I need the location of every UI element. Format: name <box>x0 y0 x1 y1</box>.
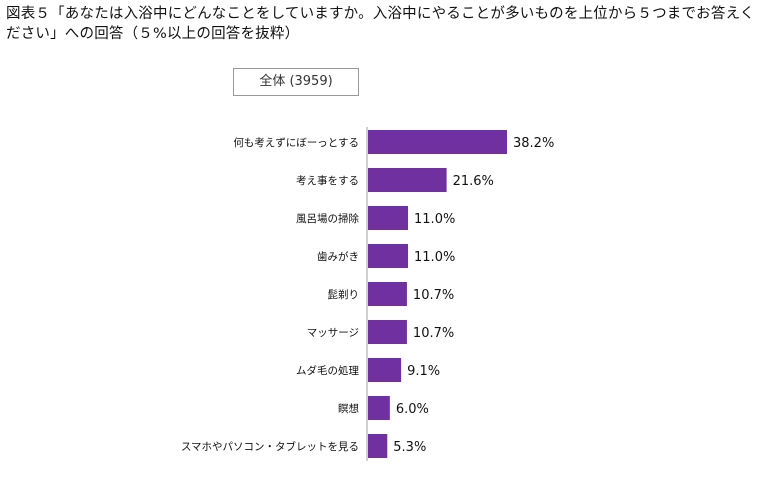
value-label-7: 9.1% <box>407 364 440 379</box>
value-label-1: 38.2% <box>513 136 554 151</box>
category-label-3: 風呂場の掃除 <box>296 212 359 225</box>
bar-group: 何も考えずにぼーっとする 38.2% 考え事をする 21.6% 風呂場の掃除 11.0% 歯… <box>181 130 554 458</box>
bar-8 <box>368 396 390 420</box>
bar-9 <box>368 434 388 458</box>
value-label-8: 6.0% <box>396 402 429 417</box>
value-label-9: 5.3% <box>393 440 426 455</box>
bar-3 <box>368 206 409 230</box>
category-label-2: 考え事をする <box>296 174 359 187</box>
value-label-4: 11.0% <box>414 250 455 265</box>
value-label-2: 21.6% <box>453 174 494 189</box>
category-label-7: ムダ毛の処理 <box>296 364 359 377</box>
category-label-8: 瞑想 <box>338 402 359 415</box>
bar-2 <box>368 168 447 192</box>
bar-4 <box>368 244 409 268</box>
bar-7 <box>368 358 402 382</box>
category-label-5: 髭剃り <box>328 288 360 301</box>
value-label-6: 10.7% <box>413 326 454 341</box>
value-label-3: 11.0% <box>414 212 455 227</box>
bar-5 <box>368 282 407 306</box>
chart-title: 図表５「あなたは入浴中にどんなことをしていますか。入浴中にやることが多いものを上… <box>6 6 755 42</box>
category-label-6: マッサージ <box>307 327 359 339</box>
category-label-1: 何も考えずにぼーっとする <box>233 136 359 149</box>
category-label-4: 歯みがき <box>317 250 359 263</box>
value-label-5: 10.7% <box>413 288 454 303</box>
bar-1 <box>368 130 507 154</box>
series-badge: 全体 (3959) <box>233 68 359 96</box>
bar-6 <box>368 320 407 344</box>
category-label-9: スマホやパソコン・タブレットを見る <box>181 440 359 453</box>
